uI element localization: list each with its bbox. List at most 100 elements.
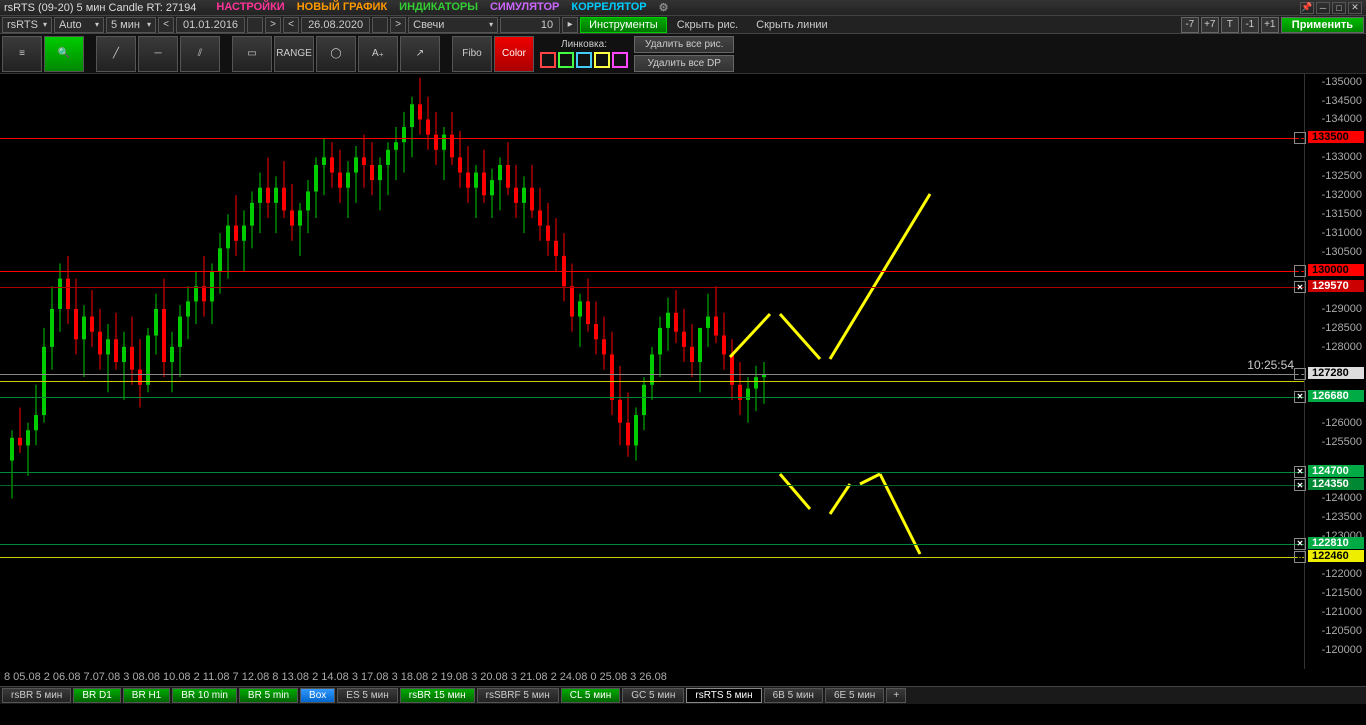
time-axis[interactable]: 8 05.08 2 06.08 7.07.08 3 08.08 10.08 2 … bbox=[0, 669, 1304, 686]
delete-level-icon[interactable]: ✕ bbox=[1294, 281, 1306, 293]
parallel-tool-icon[interactable]: ⫽ bbox=[180, 36, 220, 72]
close-icon[interactable]: ✕ bbox=[1348, 2, 1362, 14]
delete-level-icon[interactable]: ✕ bbox=[1294, 368, 1306, 380]
fibo-tool[interactable]: Fibo bbox=[452, 36, 492, 72]
menu-correlator[interactable]: КОРРЕЛЯТОР bbox=[571, 1, 646, 14]
link-color-swatch[interactable] bbox=[576, 52, 592, 68]
link-color-swatch[interactable] bbox=[558, 52, 574, 68]
price-tick: -121000 bbox=[1322, 606, 1362, 618]
chart-tab[interactable]: BR 5 min bbox=[239, 688, 298, 703]
chart-tab[interactable]: 6B 5 мин bbox=[764, 688, 823, 703]
delete-level-icon[interactable]: ✕ bbox=[1294, 132, 1306, 144]
line-tool-icon[interactable]: ╱ bbox=[96, 36, 136, 72]
chart-tab[interactable]: BR D1 bbox=[73, 688, 120, 703]
horizontal-level-line[interactable] bbox=[0, 138, 1304, 139]
menu-newchart[interactable]: НОВЫЙ ГРАФИК bbox=[297, 1, 387, 14]
price-level-label[interactable]: 122810✕ bbox=[1308, 537, 1364, 549]
hide-lines-button[interactable]: Скрыть линии bbox=[748, 18, 836, 32]
text-tool-icon[interactable]: A₊ bbox=[358, 36, 398, 72]
num-input[interactable]: 10 bbox=[500, 17, 560, 33]
chart-tab[interactable]: rsSBRF 5 мин bbox=[477, 688, 559, 703]
charttype-dropdown[interactable]: Свечи bbox=[408, 17, 498, 33]
minus7-button[interactable]: -7 bbox=[1181, 17, 1199, 33]
auto-dropdown[interactable]: Auto bbox=[54, 17, 104, 33]
price-level-label[interactable]: 130000✕ bbox=[1308, 264, 1364, 276]
horizontal-level-line[interactable] bbox=[0, 485, 1304, 486]
apply-button[interactable]: Применить bbox=[1281, 17, 1364, 33]
chart-tab[interactable]: rsBR 15 мин bbox=[400, 688, 475, 703]
delete-level-icon[interactable]: ✕ bbox=[1294, 551, 1306, 563]
minimize-icon[interactable]: ─ bbox=[1316, 2, 1330, 14]
gear-icon[interactable]: ⚙ bbox=[659, 1, 669, 14]
chart-tab[interactable]: BR H1 bbox=[123, 688, 170, 703]
circle-tool-icon[interactable]: ◯ bbox=[316, 36, 356, 72]
price-level-label[interactable]: 124700✕ bbox=[1308, 465, 1364, 477]
minus1-button[interactable]: -1 bbox=[1241, 17, 1259, 33]
delete-level-icon[interactable]: ✕ bbox=[1294, 265, 1306, 277]
horizontal-level-line[interactable] bbox=[0, 472, 1304, 473]
arrow-tool-icon[interactable]: ↗ bbox=[400, 36, 440, 72]
chart-tab[interactable]: 6E 5 мин bbox=[825, 688, 884, 703]
hide-draw-button[interactable]: Скрыть рис. bbox=[669, 18, 746, 32]
horizontal-level-line[interactable] bbox=[0, 374, 1304, 375]
menu-indicators[interactable]: ИНДИКАТОРЫ bbox=[399, 1, 478, 14]
horizontal-level-line[interactable] bbox=[0, 271, 1304, 272]
price-level-label[interactable]: 126680✕ bbox=[1308, 390, 1364, 402]
range-tool[interactable]: RANGE bbox=[274, 36, 314, 72]
date-to[interactable]: 26.08.2020 bbox=[301, 17, 370, 33]
delete-all-dp-button[interactable]: Удалить все DP bbox=[634, 55, 734, 72]
price-level-label[interactable]: 129570✕ bbox=[1308, 280, 1364, 292]
price-level-label[interactable]: 133500✕ bbox=[1308, 131, 1364, 143]
delete-level-icon[interactable]: ✕ bbox=[1294, 479, 1306, 491]
price-level-label[interactable]: 122460✕ bbox=[1308, 550, 1364, 562]
chart-tab[interactable]: rsBR 5 мин bbox=[2, 688, 71, 703]
delete-level-icon[interactable]: ✕ bbox=[1294, 538, 1306, 550]
add-tab-button[interactable]: + bbox=[886, 688, 906, 703]
next2-button[interactable]: > bbox=[390, 17, 406, 33]
horizontal-level-line[interactable] bbox=[0, 397, 1304, 398]
link-color-swatch[interactable] bbox=[594, 52, 610, 68]
calendar-to-icon[interactable] bbox=[372, 17, 388, 33]
horizontal-level-line[interactable] bbox=[0, 381, 1304, 382]
plus7-button[interactable]: +7 bbox=[1201, 17, 1219, 33]
plus1-button[interactable]: +1 bbox=[1261, 17, 1279, 33]
calendar-from-icon[interactable] bbox=[247, 17, 263, 33]
chart-tab[interactable]: GC 5 мин bbox=[622, 688, 684, 703]
delete-level-icon[interactable]: ✕ bbox=[1294, 466, 1306, 478]
lines-tool-icon[interactable]: ≡ bbox=[2, 36, 42, 72]
date-from[interactable]: 01.01.2016 bbox=[176, 17, 245, 33]
symbol-dropdown[interactable]: rsRTS bbox=[2, 17, 52, 33]
T-button[interactable]: T bbox=[1221, 17, 1239, 33]
next-button[interactable]: > bbox=[265, 17, 281, 33]
chart-main[interactable]: 10:25:54 bbox=[0, 74, 1304, 669]
pin-icon[interactable]: 📌 bbox=[1300, 2, 1314, 14]
rect-tool-icon[interactable]: ▭ bbox=[232, 36, 272, 72]
link-color-swatch[interactable] bbox=[540, 52, 556, 68]
horizontal-level-line[interactable] bbox=[0, 544, 1304, 545]
chart-tab[interactable]: rsRTS 5 мин bbox=[686, 688, 761, 703]
price-axis[interactable]: -135000-134500-134000-133000-132500-1320… bbox=[1304, 74, 1366, 669]
color-tool[interactable]: Color bbox=[494, 36, 534, 72]
zoom-tool-icon[interactable]: 🔍 bbox=[44, 36, 84, 72]
delete-all-draw-button[interactable]: Удалить все рис. bbox=[634, 36, 734, 53]
prev2-button[interactable]: < bbox=[283, 17, 299, 33]
menu-settings[interactable]: НАСТРОЙКИ bbox=[216, 1, 284, 14]
menu-simulator[interactable]: СИМУЛЯТОР bbox=[490, 1, 559, 14]
price-level-label[interactable]: 127280✕ bbox=[1308, 367, 1364, 379]
price-level-label[interactable]: 124350✕ bbox=[1308, 478, 1364, 490]
window-controls: 📌 ─ □ ✕ bbox=[1300, 2, 1362, 14]
horizontal-level-line[interactable] bbox=[0, 557, 1304, 558]
hline-tool-icon[interactable]: ─ bbox=[138, 36, 178, 72]
period-dropdown[interactable]: 5 мин bbox=[106, 17, 156, 33]
chart-tab[interactable]: BR 10 min bbox=[172, 688, 237, 703]
chart-tab[interactable]: ES 5 мин bbox=[337, 688, 397, 703]
link-color-swatch[interactable] bbox=[612, 52, 628, 68]
delete-level-icon[interactable]: ✕ bbox=[1294, 391, 1306, 403]
spinner-icon[interactable]: ▸ bbox=[562, 17, 578, 33]
prev-button[interactable]: < bbox=[158, 17, 174, 33]
chart-tab[interactable]: Box bbox=[300, 688, 335, 703]
horizontal-level-line[interactable] bbox=[0, 287, 1304, 288]
maximize-icon[interactable]: □ bbox=[1332, 2, 1346, 14]
chart-tab[interactable]: CL 5 мин bbox=[561, 688, 621, 703]
instruments-button[interactable]: Инструменты bbox=[580, 17, 667, 33]
